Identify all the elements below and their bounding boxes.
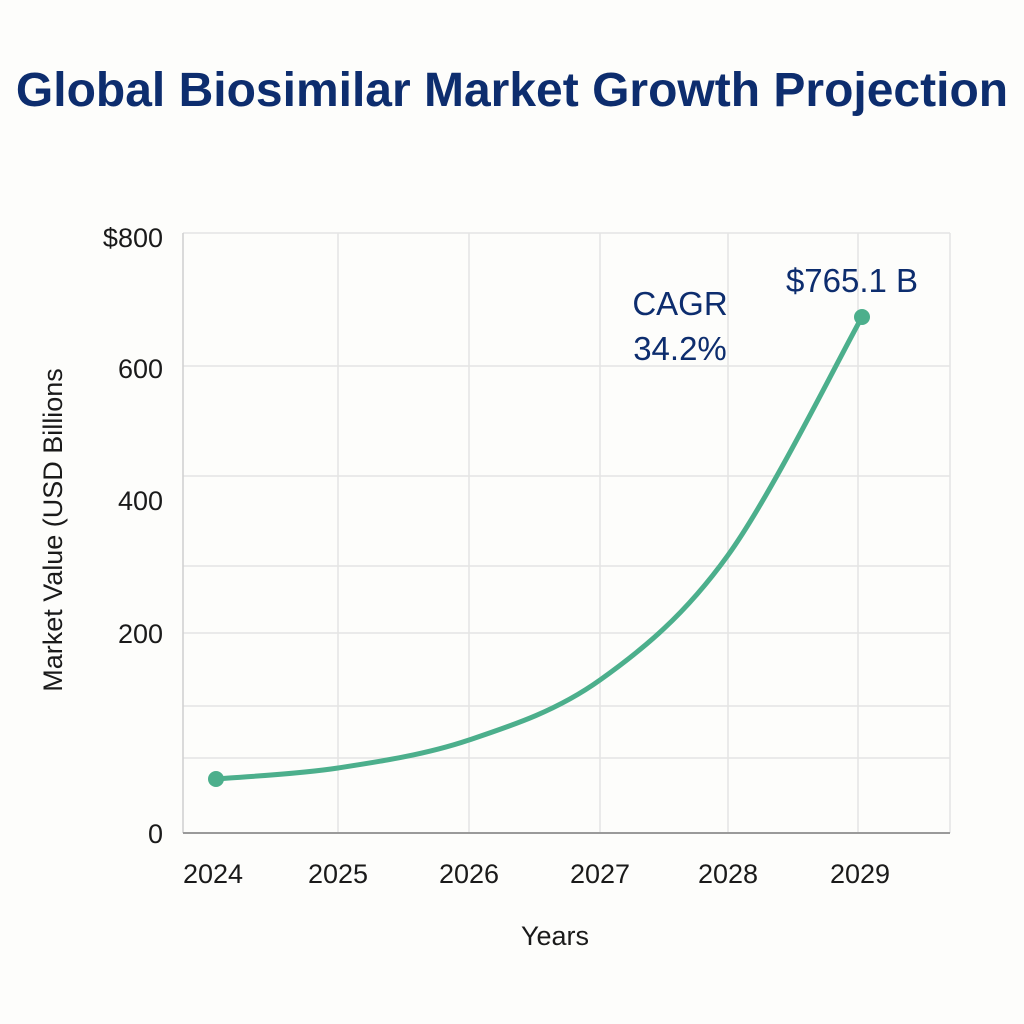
x-tick-label: 2026 <box>439 859 499 889</box>
chart-title: Global Biosimilar Market Growth Projecti… <box>0 60 1024 122</box>
y-tick-label: 200 <box>118 619 163 649</box>
cagr-value: 34.2% <box>633 330 727 367</box>
y-tick-label: 400 <box>118 486 163 516</box>
x-tick-label: 2029 <box>830 859 890 889</box>
y-tick-label: 600 <box>118 354 163 384</box>
x-tick-label: 2024 <box>183 859 243 889</box>
x-tick-label: 2028 <box>698 859 758 889</box>
x-axis-label: Years <box>521 921 589 951</box>
data-point-2024 <box>208 771 224 787</box>
cagr-label: CAGR <box>632 285 727 322</box>
x-tick-label: 2027 <box>570 859 630 889</box>
y-tick-label: $800 <box>103 223 163 253</box>
x-tick-label: 2025 <box>308 859 368 889</box>
series-line <box>213 314 865 782</box>
end-value-label: $765.1 B <box>786 262 918 299</box>
chart-title-text: Global Biosimilar Market Growth Projecti… <box>15 64 1009 117</box>
y-tick-label: 0 <box>148 819 163 849</box>
data-point-2029 <box>854 309 870 325</box>
y-axis-label: Market Value (USD Billions <box>38 368 68 692</box>
